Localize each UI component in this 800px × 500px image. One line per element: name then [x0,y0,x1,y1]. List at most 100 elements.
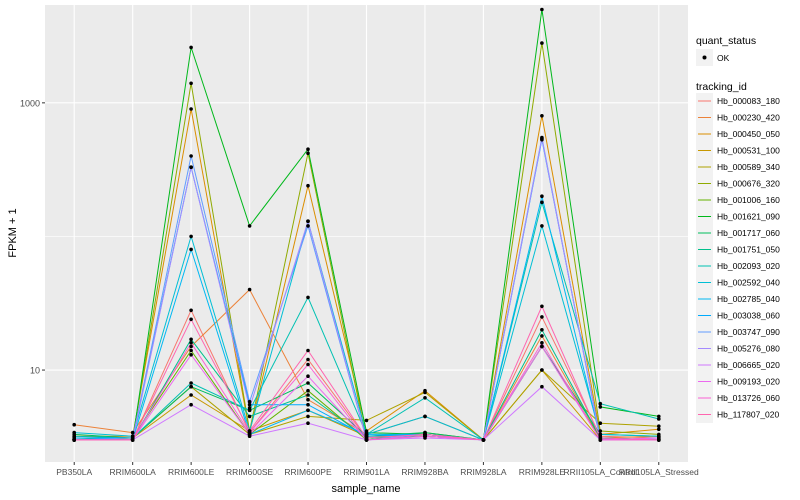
data-point [247,287,252,292]
y-tick-label: 10 [30,366,40,376]
data-point [306,414,310,419]
data-point [306,408,310,413]
data-point [306,388,310,393]
x-tick-label: RRII105LA_Control [563,467,637,477]
data-point [189,154,193,158]
legend-label-series: Hb_117807_020 [717,410,780,420]
data-point [540,384,544,389]
data-point [247,402,252,407]
data-point [481,438,486,442]
data-point [540,194,544,198]
data-point [189,341,193,345]
legend-label-series: Hb_001751_050 [717,245,780,255]
data-point [423,432,427,437]
data-point [306,357,310,362]
data-point [540,114,544,118]
x-tick-label: RRII105LA_Stressed [619,467,699,477]
legend-label-series: Hb_002785_040 [717,294,780,304]
data-point [540,341,544,345]
legend-label-series: Hb_000230_420 [717,113,780,123]
data-point [540,304,544,309]
data-point [130,438,135,442]
data-point [540,368,544,372]
data-point [247,399,252,404]
x-axis: PB350LA RRIM600LA RRIM600LE RRIM600SE RRIM60… [56,462,699,477]
data-point [189,247,193,252]
data-point [306,183,310,188]
x-tick-label: RRIM600PE [284,467,332,477]
legend-label-series: Hb_003038_060 [717,311,780,321]
data-point [598,405,603,409]
data-point [306,219,310,223]
data-point [130,430,135,435]
legend-title-shape: quant_status [696,35,756,47]
data-point [189,234,193,239]
data-point [306,393,310,397]
data-point [247,406,252,410]
data-point [364,436,369,440]
data-point [189,317,193,322]
data-point [189,344,193,349]
data-point [189,402,193,407]
data-point [189,107,193,111]
data-point [540,344,544,349]
legend-label-series: Hb_000676_320 [717,179,780,189]
data-point [598,401,603,406]
data-point [189,337,193,342]
data-point [598,436,603,440]
data-point [657,424,661,429]
legend-label-series: Hb_006665_020 [717,360,780,370]
data-point [306,397,310,402]
data-point [364,418,369,423]
data-point [306,224,310,228]
data-point [247,429,252,433]
data-point [540,7,544,12]
series-points [72,7,661,442]
data-point [306,402,310,407]
x-tick-label: PB350LA [56,467,92,477]
data-point [306,348,310,353]
legend-label-series: Hb_003747_090 [717,327,780,337]
data-point [540,328,544,332]
data-point [306,421,310,426]
legend-label-series: Hb_000083_180 [717,96,780,106]
data-point [72,422,76,427]
data-point [423,390,427,395]
legend-label-series: Hb_000531_100 [717,146,780,156]
legend-label-shape: OK [717,53,730,63]
data-point [540,41,544,45]
data-point [306,295,310,300]
data-point [306,381,310,385]
legend-label-series: Hb_000589_340 [717,162,780,172]
grid-major [45,5,688,462]
data-point [189,165,193,169]
x-tick-label: RRIM600LE [168,467,215,477]
data-point [657,427,661,432]
x-tick-label: RRIM928BA [401,467,449,477]
data-point [189,384,193,389]
data-point [189,381,193,385]
legend-label-series: Hb_000450_050 [717,129,780,139]
data-point [189,393,193,397]
data-point [247,414,252,419]
data-point [306,151,310,155]
x-tick-label: RRIM928LA [460,467,507,477]
x-tick-label: RRIM600SE [226,467,274,477]
data-point [540,315,544,319]
y-axis-title: FPKM + 1 [7,208,19,257]
data-point [657,417,661,421]
data-point [423,396,427,400]
y-axis: 10 1000 [20,98,45,376]
x-tick-label: RRIM901LA [343,467,390,477]
data-point [540,224,544,228]
data-point [247,224,252,228]
data-point [657,414,661,419]
legend-label-series: Hb_013726_060 [717,393,780,403]
legend-label-series: Hb_009193_020 [717,377,780,387]
legend-label-series: Hb_005276_080 [717,344,780,354]
x-tick-label: RRIM928LE [519,467,566,477]
data-point [306,374,310,379]
x-tick-label: RRIM600LA [110,467,157,477]
legend-title-color: tracking_id [696,81,747,93]
